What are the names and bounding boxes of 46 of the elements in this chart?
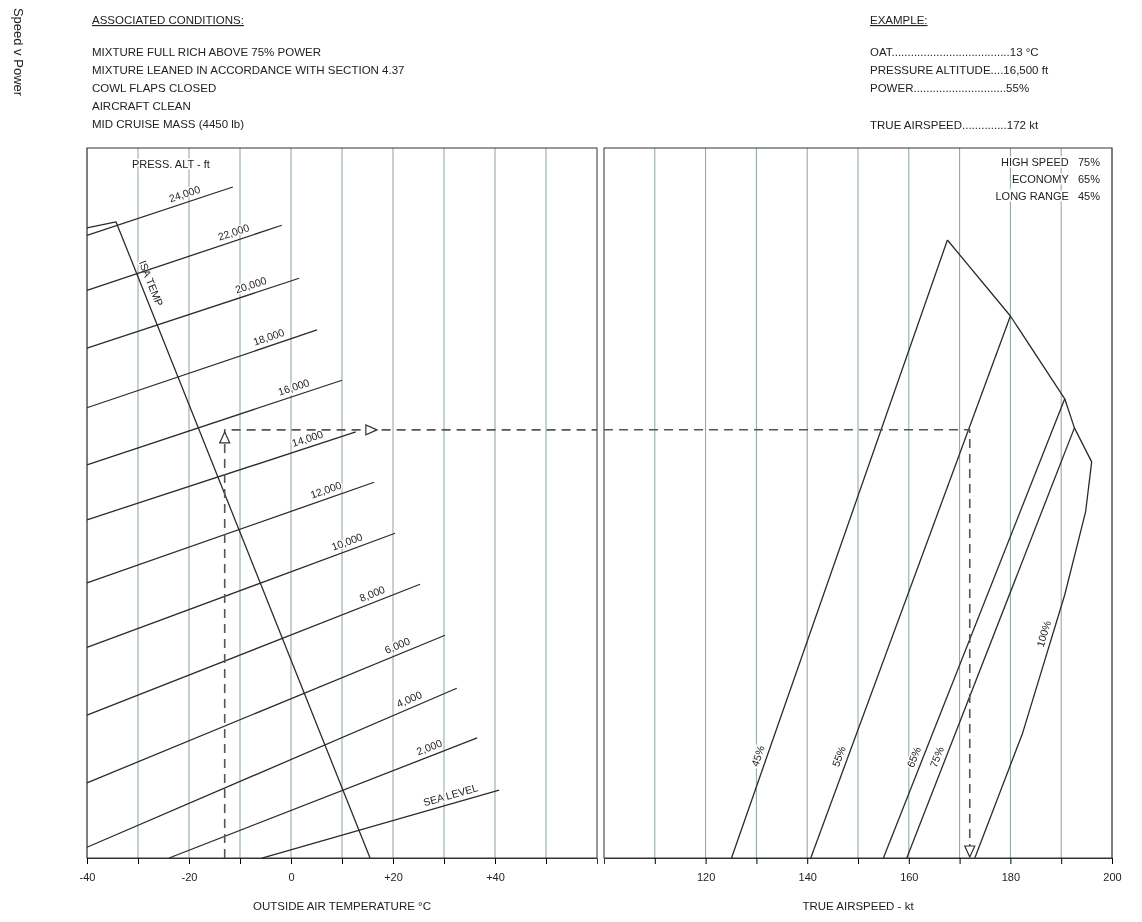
text: OAT.....................................13 °C	[870, 46, 1039, 58]
text: 55%	[829, 744, 848, 769]
text: EXAMPLE:	[870, 14, 928, 26]
x-axis-title: TRUE AIRSPEED - kt	[802, 900, 915, 912]
text: SEA LEVEL	[421, 781, 480, 809]
text: 20,000	[233, 273, 269, 296]
text: 14,000	[290, 427, 325, 449]
text: TRUE AIRSPEED..............172 kt	[870, 119, 1039, 131]
x-tick-label: +20	[384, 871, 403, 884]
text: LONG RANGE 45%	[995, 190, 1101, 202]
x-tick-label: 180	[1001, 871, 1021, 884]
text: ISA TEMP	[136, 258, 166, 308]
text: 65%	[904, 745, 924, 770]
x-tick-label: 120	[696, 871, 716, 884]
x-tick-label: +40	[486, 871, 505, 884]
text: 4,000	[394, 688, 424, 710]
text: POWER.............................55%	[870, 82, 1030, 94]
text: MID CRUISE MASS (4450 lb)	[92, 118, 245, 130]
text: 18,000	[251, 325, 286, 348]
text: 24,000	[167, 182, 202, 205]
text: 45%	[748, 744, 767, 768]
x-tick-label: -40	[79, 871, 96, 884]
text: 75%	[927, 744, 946, 769]
text: PRESS. ALT - ft	[132, 158, 210, 170]
chart-title: Speed v Power	[11, 7, 26, 97]
x-tick-label: -20	[181, 871, 198, 884]
text: 8,000	[357, 582, 387, 604]
x-tick-label: 200	[1103, 871, 1122, 884]
text: ASSOCIATED CONDITIONS:	[92, 14, 244, 26]
text: COWL FLAPS CLOSED	[92, 82, 217, 94]
text: MIXTURE FULL RICH ABOVE 75% POWER	[92, 46, 321, 58]
x-tick-label: 140	[798, 871, 817, 884]
text: 12,000	[308, 478, 344, 501]
x-tick-label: 0	[288, 871, 295, 884]
text: 100%	[1033, 619, 1054, 649]
text: MIXTURE LEANED IN ACCORDANCE WITH SECTION 4.37	[92, 64, 405, 76]
text: HIGH SPEED 75%	[1000, 156, 1101, 168]
text: PRESSURE ALTITUDE....16,500 ft	[870, 64, 1049, 76]
text: 2,000	[414, 736, 444, 758]
text: 6,000	[382, 634, 412, 656]
x-axis-title: OUTSIDE AIR TEMPERATURE °C	[253, 900, 431, 912]
x-tick-label: 160	[900, 871, 919, 884]
text: ECONOMY 65%	[1011, 173, 1101, 185]
text: 16,000	[276, 376, 311, 398]
text: AIRCRAFT CLEAN	[92, 100, 191, 112]
text: 22,000	[216, 221, 251, 243]
